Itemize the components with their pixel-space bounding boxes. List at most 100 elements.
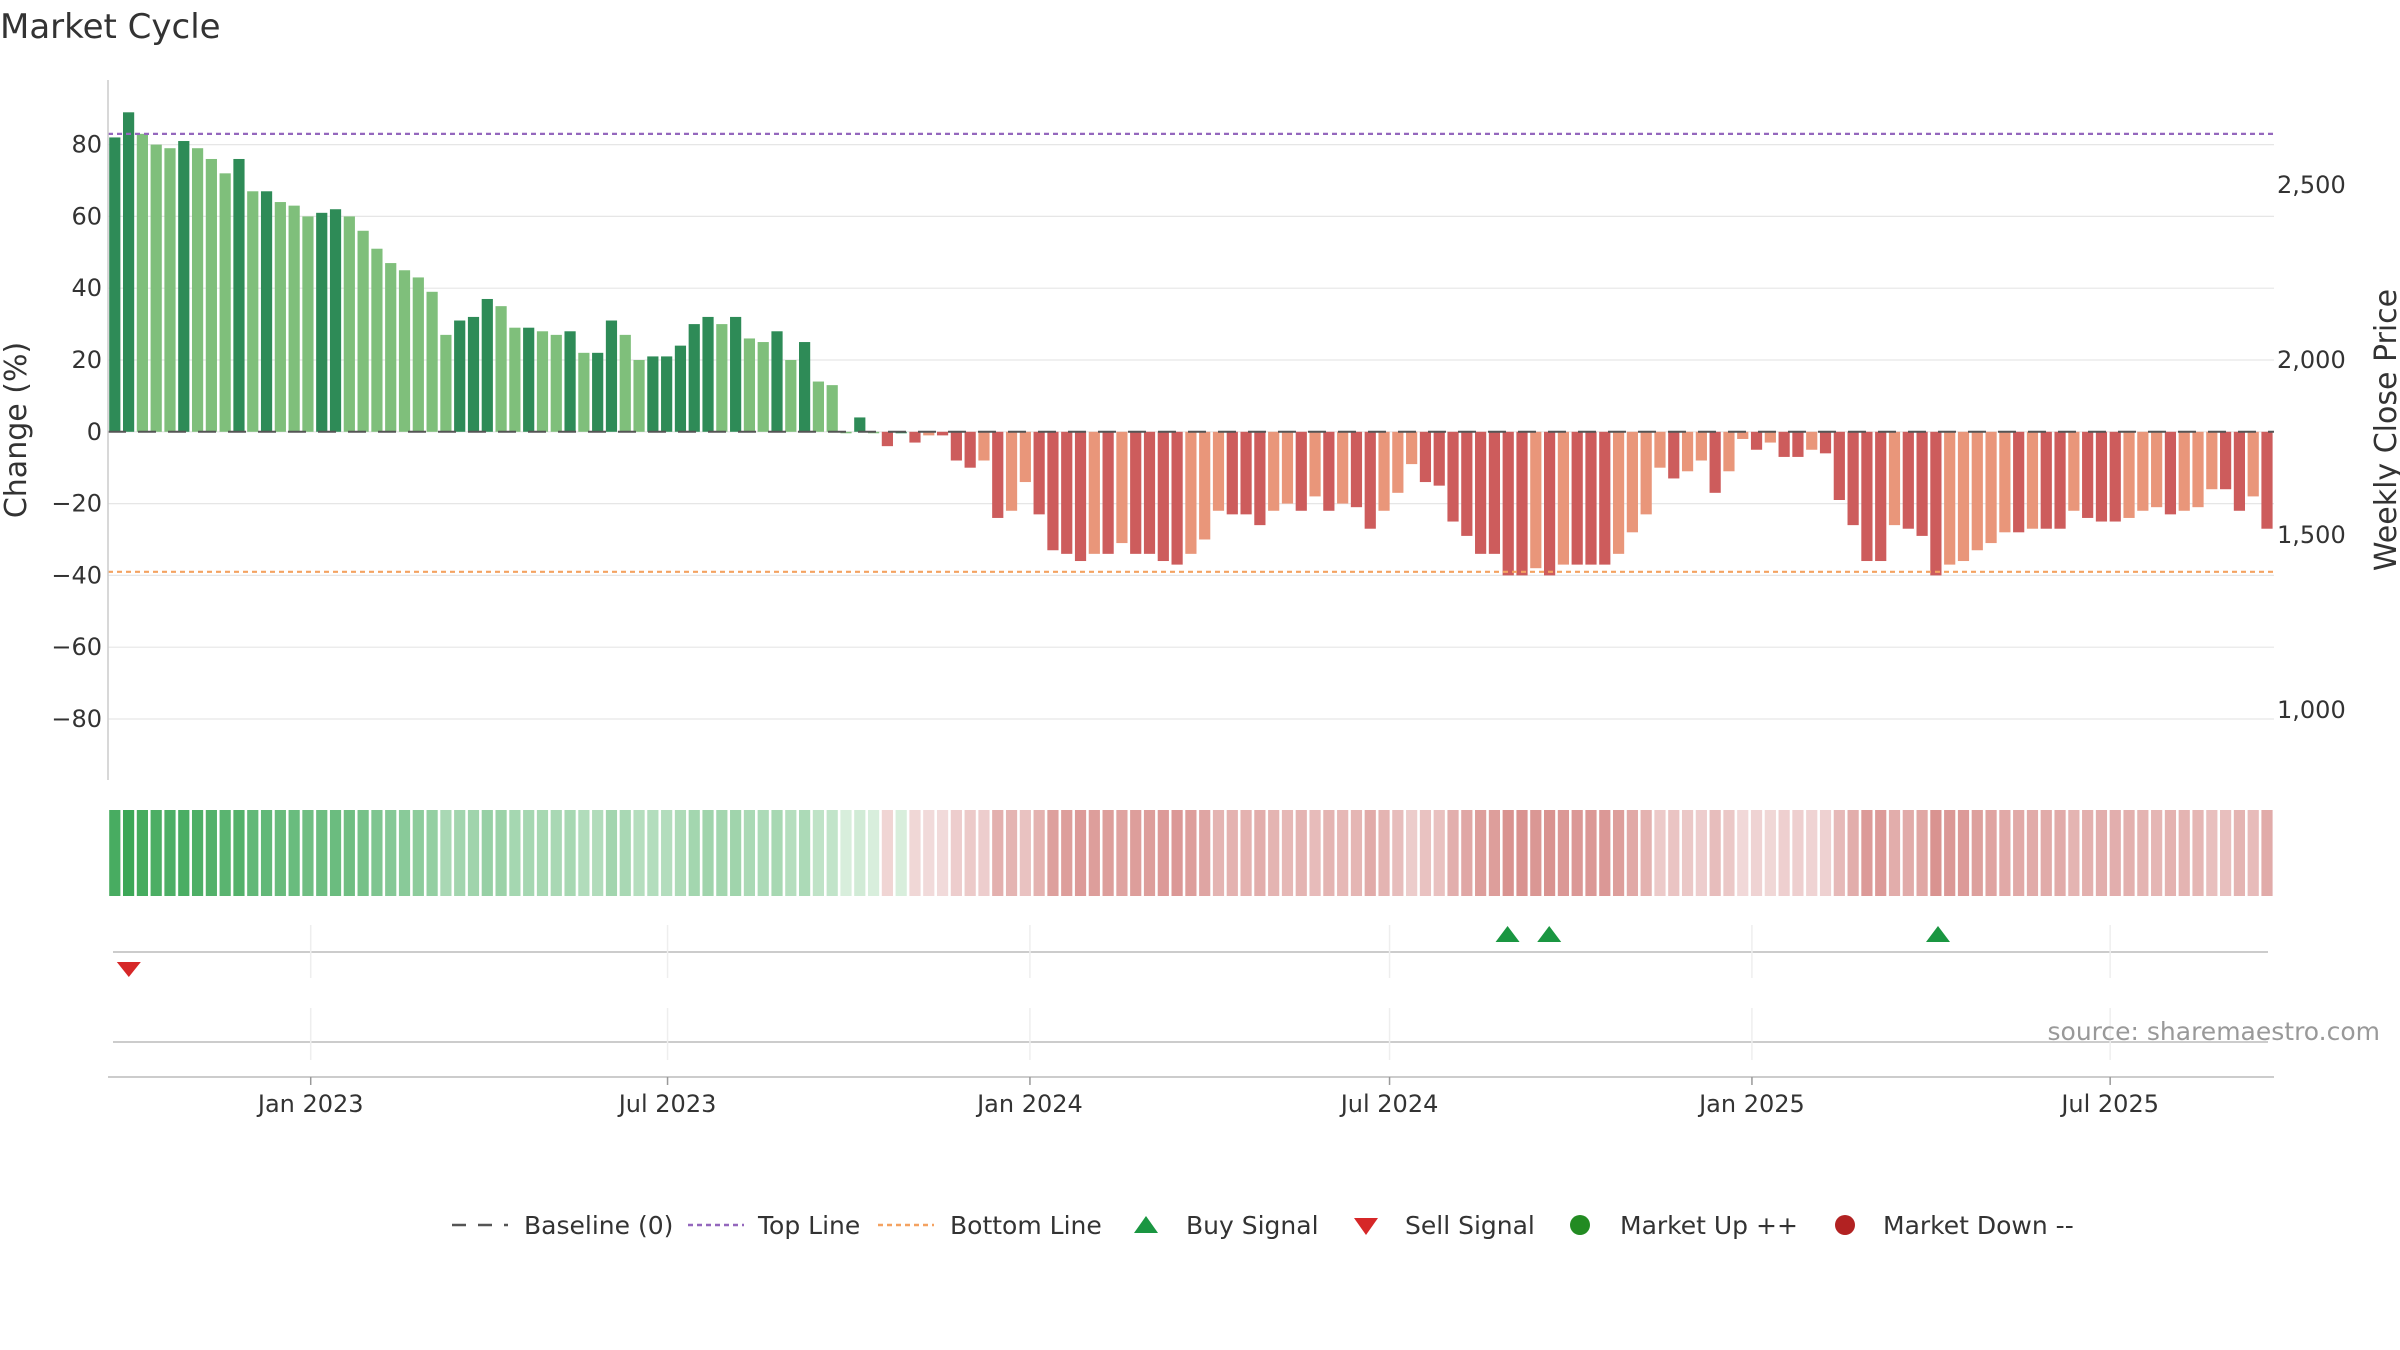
- bar: [136, 133, 148, 432]
- heat-cell: [1102, 810, 1114, 896]
- bar: [661, 356, 673, 432]
- bar: [1447, 431, 1459, 522]
- bar: [1226, 431, 1238, 515]
- heat-cell: [909, 810, 921, 896]
- heat-cell: [164, 810, 176, 896]
- legend: Baseline (0) Top Line Bottom Line Buy Signa…: [452, 1211, 2074, 1240]
- bar: [523, 327, 535, 432]
- bar: [1130, 431, 1142, 554]
- bar: [2109, 431, 2121, 522]
- bar: [592, 352, 604, 432]
- heat-cell: [1819, 810, 1832, 896]
- reference-lines: [108, 132, 2274, 573]
- bar: [1323, 431, 1335, 511]
- bar: [178, 141, 190, 432]
- heat-cell: [1254, 810, 1266, 896]
- bar: [1364, 431, 1376, 529]
- heat-cell: [978, 810, 990, 896]
- heat-cell: [1240, 810, 1252, 896]
- bar: [302, 216, 314, 432]
- heat-cell: [1916, 810, 1928, 896]
- bar: [1723, 431, 1735, 472]
- heat-cell: [1668, 810, 1680, 896]
- legend-market-down-icon: [1835, 1215, 1855, 1235]
- y-tick-left-label: 0: [87, 418, 102, 446]
- bar: [1778, 431, 1790, 457]
- heat-cell: [385, 810, 397, 896]
- y-tick-right-label: 1,500: [2277, 521, 2346, 549]
- y-axes: 80 60 40 20 0 −20 −40 −60 −80 2,500 2,000 1,500 1,00…: [51, 80, 2346, 780]
- bar: [1406, 431, 1418, 465]
- bar: [702, 316, 714, 432]
- bar: [371, 248, 383, 432]
- bar: [1585, 431, 1597, 565]
- bar: [1281, 431, 1294, 504]
- bar: [812, 381, 825, 432]
- heat-cell: [812, 810, 825, 896]
- bar: [1668, 431, 1680, 479]
- bar: [1171, 431, 1183, 565]
- heat-cell: [923, 810, 935, 896]
- heat-cell: [578, 810, 590, 896]
- bar: [1626, 431, 1638, 533]
- heat-cell: [1074, 810, 1087, 896]
- bar: [1985, 431, 1997, 544]
- heat-cell: [2040, 810, 2052, 896]
- heat-cell: [1019, 810, 1031, 896]
- bar: [1378, 431, 1390, 511]
- heat-cell: [426, 810, 438, 896]
- bar: [716, 324, 728, 432]
- bar: [1833, 431, 1845, 500]
- heat-cell: [661, 810, 673, 896]
- buy-signal-marker: [1537, 926, 1562, 942]
- bar: [909, 431, 921, 443]
- y-tick-left-label: −40: [51, 561, 102, 589]
- bar: [412, 277, 424, 432]
- bar: [881, 431, 893, 447]
- bar: [150, 144, 162, 432]
- bar: [1557, 431, 1569, 565]
- heat-cell: [205, 810, 217, 896]
- bar: [1516, 431, 1528, 576]
- heat-cell: [1295, 810, 1307, 896]
- bar: [1088, 431, 1100, 554]
- bar: [1530, 431, 1542, 569]
- y-tick-right-label: 2,000: [2277, 346, 2346, 374]
- heat-cell: [1847, 810, 1859, 896]
- heat-cell: [1957, 810, 1970, 896]
- bar: [343, 216, 355, 432]
- heat-cell: [1585, 810, 1597, 896]
- heat-cell: [592, 810, 604, 896]
- y-axis-left-title: Change (%): [0, 342, 34, 518]
- heat-cell: [136, 810, 148, 896]
- heat-cell: [260, 810, 273, 896]
- heat-cell: [1392, 810, 1404, 896]
- y-tick-left-label: 40: [71, 274, 102, 302]
- heat-cell: [1005, 810, 1018, 896]
- y-tick-left-label: −60: [51, 633, 102, 661]
- heat-cell: [191, 810, 204, 896]
- heat-cell: [412, 810, 424, 896]
- heat-cell: [895, 810, 907, 896]
- bar: [481, 298, 493, 432]
- heat-cell: [2151, 810, 2163, 896]
- legend-top-line-label: Top Line: [757, 1211, 860, 1240]
- heat-cell: [2192, 810, 2204, 896]
- bar: [1212, 431, 1225, 511]
- bar: [2261, 431, 2273, 529]
- bar: [564, 331, 576, 432]
- legend-sell-signal-icon: [1354, 1218, 1378, 1235]
- heat-cell: [481, 810, 493, 896]
- bar: [1806, 431, 1818, 450]
- heat-cell: [1033, 810, 1045, 896]
- heat-cell: [647, 810, 659, 896]
- bar: [1337, 431, 1349, 504]
- heat-cell: [2109, 810, 2121, 896]
- legend-sell-signal-label: Sell Signal: [1405, 1211, 1535, 1240]
- heat-cell: [730, 810, 742, 896]
- bar: [1571, 431, 1583, 565]
- bar: [288, 205, 300, 432]
- heat-cell: [1433, 810, 1445, 896]
- bar: [1971, 431, 1983, 551]
- heat-cell: [1944, 810, 1956, 896]
